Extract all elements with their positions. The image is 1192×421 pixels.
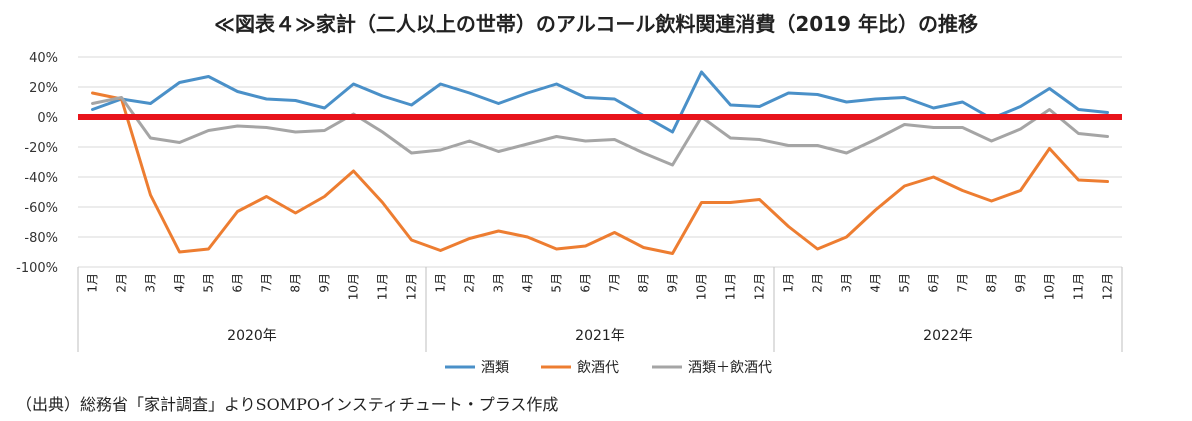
y-tick-label: 0% (37, 111, 58, 126)
year-label: 2020年 (227, 328, 277, 344)
x-tick-label: 5月 (550, 273, 564, 293)
x-tick-label: 12月 (1101, 273, 1115, 300)
legend-label: 飲酒代 (577, 360, 619, 376)
x-tick-label: 1月 (434, 273, 448, 293)
x-tick-label: 8月 (289, 273, 303, 293)
y-tick-label: -20% (24, 141, 58, 156)
x-tick-label: 8月 (985, 273, 999, 293)
x-tick-label: 9月 (1014, 273, 1028, 293)
x-tick-label: 5月 (202, 273, 216, 293)
series-line (91, 96, 1109, 167)
legend-label: 酒類 (481, 360, 509, 376)
x-tick-label: 7月 (956, 273, 970, 293)
x-tick-label: 9月 (318, 273, 332, 293)
x-tick-label: 5月 (898, 273, 912, 293)
x-tick-label: 8月 (637, 273, 651, 293)
y-tick-label: 40% (29, 51, 58, 66)
x-tick-label: 2月 (463, 273, 477, 293)
x-tick-label: 10月 (1043, 273, 1057, 300)
x-tick-label: 2月 (115, 273, 129, 293)
chart-title: ≪図表４≫家計（二人以上の世帯）のアルコール飲料関連消費（2019 年比）の推移 (214, 12, 978, 36)
year-label: 2021年 (575, 328, 625, 344)
x-tick-label: 9月 (666, 273, 680, 293)
x-tick-label: 3月 (492, 273, 506, 293)
x-tick-label: 2月 (811, 273, 825, 293)
x-tick-label: 12月 (753, 273, 767, 300)
x-tick-label: 4月 (173, 273, 187, 293)
y-tick-label: -40% (24, 171, 58, 186)
x-tick-label: 10月 (347, 273, 361, 300)
y-tick-label: -80% (24, 231, 58, 246)
series-line (91, 70, 1109, 134)
x-tick-label: 6月 (927, 273, 941, 293)
source-note: （出典）総務省「家計調査」よりSOMPOインスティチュート・プラス作成 (16, 395, 559, 414)
series-line (91, 91, 1109, 255)
x-tick-label: 4月 (521, 273, 535, 293)
x-axis: 1月 2月 3月 4月 5月 6月 7月 8月 9月 10月 11月 12月 1月 2月 3月 4月 5月 6月 7… (77, 267, 1123, 352)
x-tick-label: 11月 (1072, 273, 1086, 300)
x-tick-label: 3月 (840, 273, 854, 293)
x-tick-label: 1月 (782, 273, 796, 293)
x-tick-label: 7月 (260, 273, 274, 293)
x-tick-label: 11月 (376, 273, 390, 300)
x-tick-label: 3月 (144, 273, 158, 293)
series-lines (91, 70, 1109, 255)
x-tick-label: 1月 (86, 273, 100, 293)
x-tick-label: 4月 (869, 273, 883, 293)
y-tick-label: -60% (24, 201, 58, 216)
line-chart: 40% 20% 0% -20% -40% -60% -80% -100% 1月 2月 3月 4月 5月… (16, 51, 1123, 376)
x-tick-label: 10月 (695, 273, 709, 300)
y-tick-label: -100% (16, 261, 58, 276)
x-tick-label: 11月 (724, 273, 738, 300)
y-tick-label: 20% (29, 81, 58, 96)
x-tick-label: 6月 (579, 273, 593, 293)
year-label: 2022年 (923, 328, 973, 344)
legend: 酒類 飲酒代 酒類＋飲酒代 (445, 360, 772, 376)
y-axis-ticks: 40% 20% 0% -20% -40% -60% -80% -100% (16, 51, 58, 276)
x-tick-label: 12月 (405, 273, 419, 300)
x-tick-label: 6月 (231, 273, 245, 293)
x-tick-label: 7月 (608, 273, 622, 293)
legend-label: 酒類＋飲酒代 (688, 360, 772, 376)
